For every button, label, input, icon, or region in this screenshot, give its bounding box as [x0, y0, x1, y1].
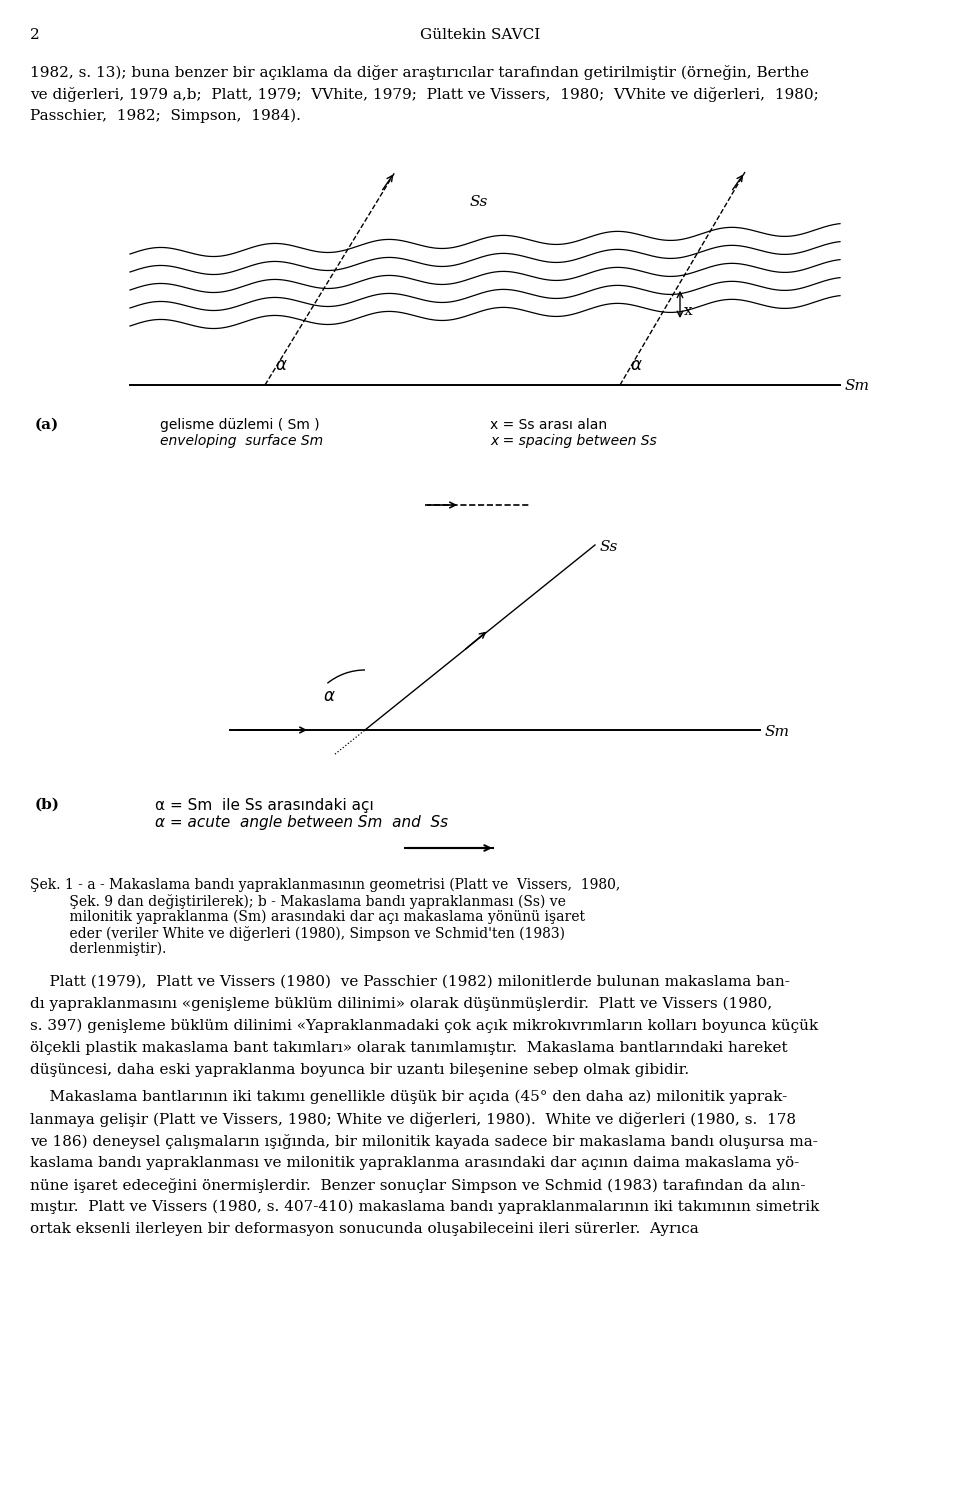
Text: Makaslama bantlarının iki takımı genellikle düşük bir açıda (45° den daha az) mi: Makaslama bantlarının iki takımı genelli…	[30, 1090, 787, 1105]
Text: 2: 2	[30, 29, 39, 42]
Text: 1982, s. 13); buna benzer bir açıklama da diğer araştırıcılar tarafından getiril: 1982, s. 13); buna benzer bir açıklama d…	[30, 65, 809, 80]
Text: kaslama bandı yapraklanması ve milonitik yapraklanma arasındaki dar açının daima: kaslama bandı yapraklanması ve milonitik…	[30, 1156, 800, 1169]
Text: ölçekli plastik makaslama bant takımları» olarak tanımlamıştır.  Makaslama bantl: ölçekli plastik makaslama bant takımları…	[30, 1041, 787, 1055]
Text: $\alpha$: $\alpha$	[275, 357, 288, 375]
Text: α = acute  angle between Sm  and  Ss: α = acute angle between Sm and Ss	[155, 816, 448, 829]
Text: Gültekin SAVCI: Gültekin SAVCI	[420, 29, 540, 42]
Text: (b): (b)	[35, 798, 60, 813]
Text: Passchier,  1982;  Simpson,  1984).: Passchier, 1982; Simpson, 1984).	[30, 108, 300, 123]
Text: Platt (1979),  Platt ve Vissers (1980)  ve Passchier (1982) milonitlerde bulunan: Platt (1979), Platt ve Vissers (1980) ve…	[30, 975, 790, 989]
Text: Sm: Sm	[845, 379, 870, 393]
Text: x = spacing between Ss: x = spacing between Ss	[490, 433, 657, 448]
Text: x = Ss arası alan: x = Ss arası alan	[490, 418, 607, 432]
Text: lanmaya gelişir (Platt ve Vissers, 1980; White ve diğerleri, 1980).  White ve di: lanmaya gelişir (Platt ve Vissers, 1980;…	[30, 1112, 796, 1127]
Text: düşüncesi, daha eski yapraklanma boyunca bir uzantı bileşenine sebep olmak gibid: düşüncesi, daha eski yapraklanma boyunca…	[30, 1063, 689, 1078]
Text: ve diğerleri, 1979 a,b;  Platt, 1979;  VVhite, 1979;  Platt ve Vissers,  1980;  : ve diğerleri, 1979 a,b; Platt, 1979; VVh…	[30, 87, 819, 102]
Text: $\alpha$: $\alpha$	[630, 357, 642, 375]
Text: Ss: Ss	[600, 540, 618, 554]
Text: mıştır.  Platt ve Vissers (1980, s. 407-410) makaslama bandı yapraklanmalarının : mıştır. Platt ve Vissers (1980, s. 407-4…	[30, 1199, 820, 1215]
Text: derlenmiştir).: derlenmiştir).	[30, 942, 166, 956]
Text: ve 186) deneysel çalışmaların ışığında, bir milonitik kayada sadece bir makaslam: ve 186) deneysel çalışmaların ışığında, …	[30, 1133, 818, 1148]
Text: gelisme düzlemi ( Sm ): gelisme düzlemi ( Sm )	[160, 418, 320, 432]
Text: dı yapraklanmasını «genişleme büklüm dilinimi» olarak düşünmüşlerdir.  Platt ve : dı yapraklanmasını «genişleme büklüm dil…	[30, 996, 772, 1011]
Text: milonitik yapraklanma (Sm) arasındaki dar açı makaslama yönünü işaret: milonitik yapraklanma (Sm) arasındaki da…	[30, 911, 585, 924]
Text: α = Sm  ile Ss arasındaki açı: α = Sm ile Ss arasındaki açı	[155, 798, 373, 813]
Text: s. 397) genişleme büklüm dilinimi «Yapraklanmadaki çok açık mikrokıvrımların kol: s. 397) genişleme büklüm dilinimi «Yapra…	[30, 1019, 818, 1034]
Text: ortak eksenli ilerleyen bir deformasyon sonucunda oluşabileceini ileri sürerler.: ortak eksenli ilerleyen bir deformasyon …	[30, 1222, 699, 1236]
Text: Sm: Sm	[765, 725, 790, 739]
Text: enveloping  surface Sm: enveloping surface Sm	[160, 433, 324, 448]
Text: Ss: Ss	[470, 196, 489, 209]
Text: eder (veriler White ve diğerleri (1980), Simpson ve Schmid'ten (1983): eder (veriler White ve diğerleri (1980),…	[30, 926, 565, 941]
Text: x: x	[684, 304, 692, 319]
Text: $\alpha$: $\alpha$	[323, 688, 336, 704]
Text: Şek. 9 dan değiştirilerek); b - Makaslama bandı yapraklanması (Ss) ve: Şek. 9 dan değiştirilerek); b - Makaslam…	[30, 894, 565, 909]
Text: Şek. 1 - a - Makaslama bandı yapraklanmasının geometrisi (Platt ve  Vissers,  19: Şek. 1 - a - Makaslama bandı yapraklanma…	[30, 877, 620, 892]
Text: (a): (a)	[35, 418, 60, 432]
Text: nüne işaret edeceğini önermişlerdir.  Benzer sonuçlar Simpson ve Schmid (1983) t: nüne işaret edeceğini önermişlerdir. Ben…	[30, 1178, 805, 1193]
